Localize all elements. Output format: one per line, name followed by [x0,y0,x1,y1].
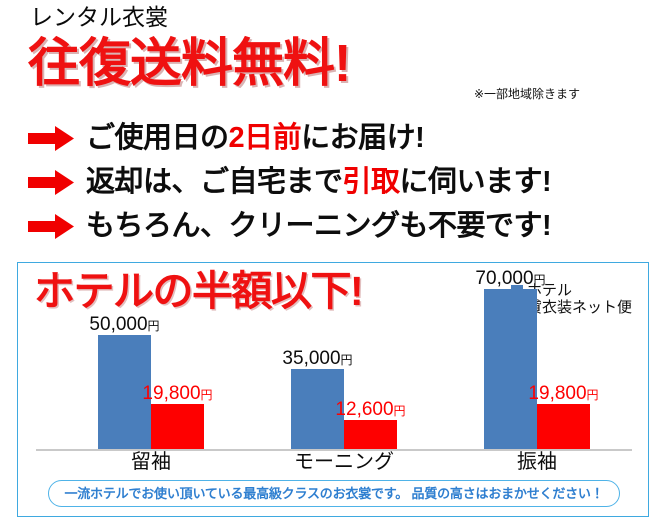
bar-column: 12,600円 [335,400,406,449]
bullet-text: ご使用日の2日前にお届け! [86,121,425,154]
bar-value-unit: 円 [200,388,213,402]
bar-value-number: 35,000 [282,348,341,369]
bullet-list: ご使用日の2日前にお届け! 返却は、ご自宅まで引取に伺います! もちろん、クリーニン… [0,116,669,248]
bar-pair: 35,000円 12,600円 [282,289,406,449]
bullet-text: もちろん、クリーニングも不要です! [86,209,552,242]
quality-banner-text: 一流ホテルでお使い頂いている最高級クラスのお衣裳です。 品質の高さはおまかせくだ… [64,486,604,501]
main-headline: 往復送料無料! [28,35,351,93]
bar-value-number: 19,800 [528,383,587,404]
bullet-row: 返却は、ご自宅まで引取に伺います! [0,160,669,204]
bar-value-number: 50,000 [89,314,148,335]
bar-value-label: 19,800円 [528,384,598,403]
bar-column: 70,000円 [475,269,546,449]
bar-hotel [291,369,344,449]
bar-netbin [537,404,590,449]
bar-value-number: 12,600 [335,399,394,420]
bullet-segment: ご使用日の [86,121,229,154]
bar-column: 19,800円 [142,384,213,449]
bar-column: 19,800円 [528,384,599,449]
bar-value-number: 19,800 [142,383,201,404]
arrow-right-icon [28,213,74,239]
bar-pair: 70,000円 19,800円 [475,269,599,449]
bar-netbin [151,404,204,449]
bullet-text: 返却は、ご自宅まで引取に伺います! [86,165,552,198]
bullet-highlight: 引取 [342,165,401,198]
bullet-segment: に伺います! [399,165,552,198]
bar-hotel [98,335,151,449]
bar-value-label: 12,600円 [335,400,405,419]
category-label: 振袖 [517,451,557,473]
bar-netbin [344,420,397,449]
bullet-highlight: 2日前 [228,121,302,154]
eyebrow-text: レンタル衣裳 [30,4,168,30]
legend-label: ホテル [526,282,572,299]
bar-value-unit: 円 [393,404,406,418]
bar-value-unit: 円 [586,388,599,402]
chart-title: ホテルの半額以下! [34,268,364,314]
bar-hotel [484,289,537,449]
bullet-row: もちろん、クリーニングも不要です! [0,204,669,248]
bar-column: 35,000円 [282,349,353,449]
chart-plot-area: 50,000円 19,800円 留袖 35,000円 12,600円 モーニング 70,00… [18,263,650,478]
disclaimer-note: ※一部地域除きます [474,87,581,101]
category-label: モーニング [294,451,394,473]
category-label: 留袖 [131,451,171,473]
quality-banner: 一流ホテルでお使い頂いている最高級クラスのお衣裳です。 品質の高さはおまかせくだ… [48,480,620,507]
bar-value-unit: 円 [147,319,160,333]
bar-value-unit: 円 [340,353,353,367]
bullet-segment: 返却は、ご自宅まで [86,165,343,198]
bar-value-label: 35,000円 [282,349,352,368]
chart-panel: ホテルの半額以下! ホテル 貸衣装ネット便 50,000円 19,800円 留袖 35,… [17,262,649,517]
bar-value-label: 50,000円 [89,315,159,334]
bullet-segment: にお届け! [301,121,425,154]
chart-axis-line [36,449,632,451]
legend-label: 貸衣装ネット便 [526,299,632,316]
bar-value-label: 70,000円 [475,269,545,288]
bar-column: 50,000円 [89,315,160,449]
bullet-segment: もちろん、クリーニングも不要です! [86,209,552,242]
bar-pair: 50,000円 19,800円 [89,289,213,449]
bar-value-unit: 円 [533,273,546,287]
bullet-row: ご使用日の2日前にお届け! [0,116,669,160]
bar-value-label: 19,800円 [142,384,212,403]
bar-value-number: 70,000 [475,268,534,289]
arrow-right-icon [28,169,74,195]
arrow-right-icon [28,125,74,151]
